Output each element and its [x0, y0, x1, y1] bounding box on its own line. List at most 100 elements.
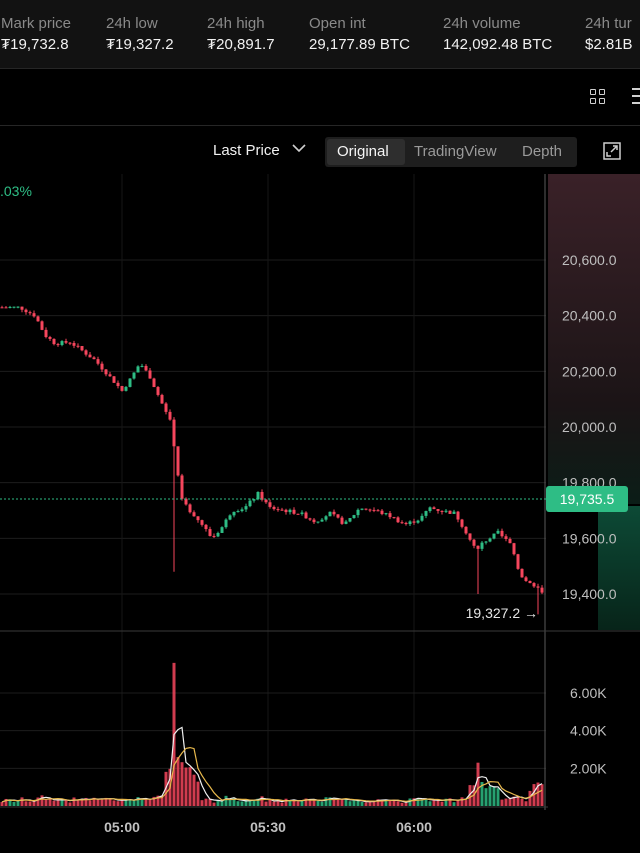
volume-bar — [464, 800, 468, 806]
volume-bar — [496, 788, 500, 806]
volume-bar — [476, 762, 480, 806]
active-tab-highlight — [327, 139, 405, 165]
candle-body — [4, 307, 8, 309]
candle-body — [424, 511, 428, 516]
candle-body — [356, 509, 360, 516]
candle-body — [220, 527, 224, 533]
candle-body — [508, 538, 512, 544]
price-type-selector[interactable]: Last Price — [213, 142, 280, 159]
candle-body — [12, 306, 16, 308]
candle-body — [152, 378, 156, 388]
candle-body — [272, 506, 276, 510]
volume-bar — [252, 799, 256, 806]
candle-body — [252, 499, 256, 501]
volume-bar — [44, 799, 48, 806]
candle-body — [244, 506, 248, 510]
volume-bar — [452, 802, 456, 806]
volume-bar — [132, 800, 136, 806]
chevron-down-icon[interactable] — [292, 143, 306, 153]
volume-bar — [484, 788, 488, 806]
grid-layout-icon[interactable] — [590, 89, 605, 104]
volume-bar — [412, 798, 416, 806]
candle-body — [52, 338, 56, 345]
volume-bar — [96, 799, 100, 806]
volume-bar — [112, 800, 116, 806]
candle-body — [320, 519, 324, 522]
volume-bar — [20, 797, 24, 806]
candle-body — [144, 365, 148, 371]
candle-body — [264, 499, 268, 503]
volume-bar — [420, 799, 424, 806]
stat-3: Open int 29,177.89 BTC — [309, 14, 410, 55]
candle-body — [216, 532, 220, 537]
candle-body — [200, 520, 204, 525]
stat-0: Mark price ₮19,732.8 — [1, 14, 71, 55]
time-tick-label: 06:00 — [396, 819, 432, 835]
stat-label: Mark price — [1, 15, 72, 32]
volume-bar — [488, 786, 492, 806]
candle-body — [428, 507, 432, 512]
volume-bar — [4, 798, 8, 806]
candle-body — [32, 313, 36, 317]
volume-bar — [320, 801, 324, 806]
candle-body — [44, 329, 48, 338]
fullscreen-icon[interactable] — [603, 142, 621, 160]
volume-bar — [524, 801, 528, 806]
volume-bar — [460, 797, 464, 806]
candle-body — [412, 521, 416, 523]
candle-body — [20, 306, 24, 310]
chart-toolbar: Last Price Original TradingView Depth — [0, 130, 640, 172]
tab-tradingview[interactable]: TradingView — [414, 143, 497, 160]
volume-bar — [332, 799, 336, 806]
volume-bar — [508, 797, 512, 806]
volume-bar — [436, 799, 440, 806]
volume-bar — [204, 798, 208, 806]
stat-2: 24h high ₮20,891.7 — [207, 14, 275, 55]
candlestick-chart[interactable]: 20,600.020,400.020,200.020,000.019,800.0… — [0, 174, 640, 853]
stat-value: ₮19,327.2 — [106, 36, 174, 53]
volume-bar — [148, 799, 152, 806]
candle-body — [492, 533, 496, 539]
candle-body — [124, 386, 128, 391]
candle-body — [116, 382, 120, 387]
candle-body — [464, 526, 468, 534]
tab-original[interactable]: Original — [337, 143, 389, 160]
price-axis-panel-sell — [548, 174, 640, 504]
toolbar-divider — [0, 125, 640, 126]
candle-body — [500, 530, 504, 537]
volume-bar — [344, 799, 348, 806]
volume-bar — [492, 786, 496, 806]
volume-bar — [68, 802, 72, 806]
volume-bar — [312, 799, 316, 806]
volume-bar — [92, 797, 96, 806]
volume-bar — [196, 781, 200, 806]
volume-bar — [144, 799, 148, 806]
volume-bar — [128, 799, 132, 806]
time-tick-label: 05:00 — [104, 819, 140, 835]
volume-bar — [516, 796, 520, 806]
volume-bar — [220, 800, 224, 806]
tab-depth[interactable]: Depth — [522, 143, 563, 160]
candle-body — [376, 510, 380, 512]
candle-body — [212, 535, 216, 537]
candle-body — [384, 513, 388, 515]
volume-bar — [340, 799, 344, 806]
volume-bar — [52, 800, 56, 806]
candle-body — [332, 511, 336, 515]
volume-bar — [104, 797, 108, 806]
volume-tick-label: 4.00K — [570, 723, 607, 739]
volume-bar — [100, 799, 104, 806]
volume-bar — [160, 795, 164, 806]
candle-body — [172, 419, 176, 447]
candle-body — [28, 312, 32, 314]
menu-icon[interactable] — [628, 86, 640, 106]
candle-body — [228, 515, 232, 520]
candle-body — [328, 511, 332, 517]
candle-body — [296, 513, 300, 515]
volume-bar — [328, 797, 332, 806]
candle-body — [352, 515, 356, 519]
candle-body — [72, 343, 76, 346]
volume-bar — [232, 797, 236, 806]
candle-body — [60, 341, 64, 345]
volume-bar — [124, 800, 128, 806]
